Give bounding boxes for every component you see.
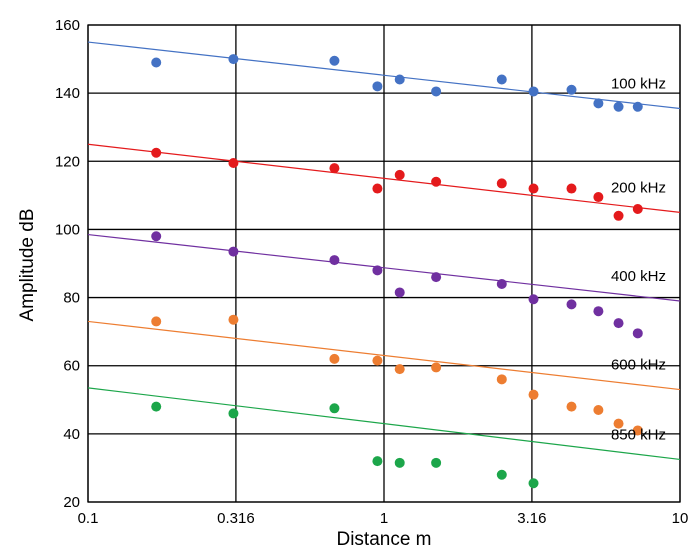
data-point-100-khz [329, 55, 340, 66]
data-point-400-khz [228, 246, 239, 257]
data-point-850-khz [151, 401, 162, 412]
y-tick-label: 100 [55, 221, 80, 238]
data-point-200-khz [566, 183, 577, 194]
data-point-400-khz [431, 272, 442, 283]
data-point-100-khz [613, 101, 624, 112]
data-point-850-khz [394, 457, 405, 468]
series-label-850-khz: 850 kHz [611, 426, 666, 443]
tick-label-layer: 20 40 60 80 100 120 140 160 0.1 0.316 1 3.16 10 [55, 17, 688, 527]
data-point-100-khz [496, 74, 507, 85]
data-point-200-khz [496, 178, 507, 189]
data-point-850-khz [496, 469, 507, 480]
x-tick-label: 3.16 [517, 510, 546, 527]
series-label-100-khz: 100 kHz [611, 75, 666, 92]
data-point-600-khz [496, 374, 507, 385]
y-tick-label: 140 [55, 85, 80, 102]
data-point-600-khz [431, 362, 442, 373]
data-point-600-khz [593, 405, 604, 416]
data-point-400-khz [528, 294, 539, 305]
data-point-400-khz [496, 278, 507, 289]
data-point-200-khz [372, 183, 383, 194]
data-point-100-khz [593, 98, 604, 109]
data-point-100-khz [228, 54, 239, 65]
grid-layer [87, 24, 681, 503]
data-point-100-khz [394, 74, 405, 85]
x-axis-title: Distance m [336, 529, 431, 550]
data-point-layer [151, 54, 643, 489]
data-point-400-khz [613, 318, 624, 329]
data-point-600-khz [394, 364, 405, 375]
data-point-600-khz [228, 314, 239, 325]
trendline-600-khz [87, 320, 681, 391]
data-point-600-khz [372, 355, 383, 366]
trendline-200-khz [87, 143, 681, 213]
data-point-200-khz [431, 176, 442, 187]
data-point-100-khz [151, 57, 162, 68]
data-point-850-khz [228, 408, 239, 419]
trendline-layer [87, 41, 681, 461]
data-point-400-khz [566, 299, 577, 310]
y-tick-label: 80 [63, 290, 80, 307]
data-point-850-khz [372, 456, 383, 467]
series-label-600-khz: 600 kHz [611, 357, 666, 374]
series-label-200-khz: 200 kHz [611, 179, 666, 196]
data-point-600-khz [329, 353, 340, 364]
series-label-400-khz: 400 kHz [611, 268, 666, 285]
series-label-layer: 100 kHz 200 kHz 400 kHz 600 kHz 850 kHz [611, 75, 666, 443]
x-tick-label: 1 [380, 510, 388, 527]
data-point-100-khz [632, 101, 643, 112]
data-point-400-khz [151, 231, 162, 242]
data-point-200-khz [593, 192, 604, 203]
data-point-100-khz [372, 81, 383, 92]
trendline-100-khz [87, 41, 681, 110]
data-point-200-khz [528, 183, 539, 194]
data-point-100-khz [431, 86, 442, 97]
data-point-850-khz [431, 457, 442, 468]
data-point-200-khz [228, 157, 239, 168]
trendline-400-khz [87, 233, 681, 302]
data-point-400-khz [329, 255, 340, 266]
data-point-100-khz [566, 84, 577, 95]
y-tick-label: 40 [63, 426, 80, 443]
y-axis-title: Amplitude dB [17, 208, 38, 321]
data-point-600-khz [613, 418, 624, 429]
x-tick-label: 0.316 [217, 510, 255, 527]
data-point-200-khz [613, 210, 624, 221]
data-point-200-khz [632, 203, 643, 214]
data-point-200-khz [329, 163, 340, 174]
data-point-400-khz [394, 287, 405, 298]
data-point-100-khz [528, 86, 539, 97]
x-tick-label: 0.1 [78, 510, 99, 527]
data-point-200-khz [151, 147, 162, 158]
data-point-400-khz [593, 306, 604, 317]
y-tick-label: 20 [63, 494, 80, 511]
trendline-850-khz [87, 387, 681, 461]
data-point-600-khz [528, 389, 539, 400]
data-point-400-khz [632, 328, 643, 339]
data-point-850-khz [329, 403, 340, 414]
data-point-200-khz [394, 169, 405, 180]
data-point-850-khz [528, 478, 539, 489]
x-tick-label: 10 [672, 510, 689, 527]
data-point-600-khz [566, 401, 577, 412]
y-tick-label: 120 [55, 153, 80, 170]
y-tick-label: 160 [55, 17, 80, 34]
y-tick-label: 60 [63, 358, 80, 375]
data-point-600-khz [151, 316, 162, 327]
data-point-600-khz [632, 425, 643, 436]
data-point-400-khz [372, 265, 383, 276]
